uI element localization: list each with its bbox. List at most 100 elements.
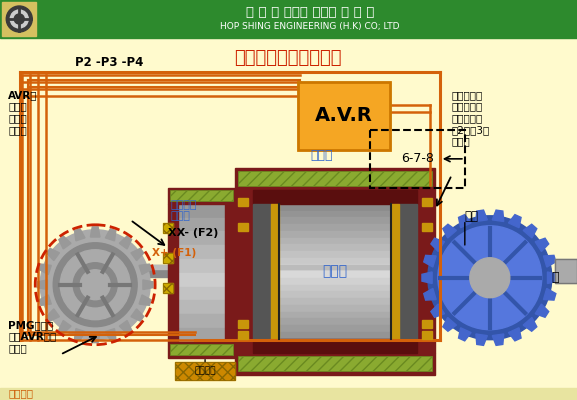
Bar	[163, 223, 173, 233]
Bar	[422, 223, 432, 231]
Bar	[253, 190, 417, 204]
Polygon shape	[106, 229, 116, 241]
Bar	[168, 204, 178, 342]
Polygon shape	[39, 264, 51, 274]
Bar	[0, 388, 577, 400]
Bar	[253, 210, 417, 218]
Bar	[253, 285, 417, 292]
Text: 轴承: 轴承	[465, 210, 479, 223]
Bar	[253, 244, 417, 252]
Bar	[178, 231, 225, 246]
Polygon shape	[59, 236, 71, 249]
Polygon shape	[131, 248, 144, 260]
Polygon shape	[459, 215, 471, 228]
Polygon shape	[459, 328, 471, 341]
Polygon shape	[508, 215, 521, 228]
Bar	[399, 204, 417, 339]
Bar	[178, 286, 225, 301]
Polygon shape	[523, 318, 537, 331]
Bar	[0, 0, 577, 38]
Polygon shape	[523, 224, 537, 238]
Bar	[163, 283, 173, 293]
Text: XX- (F2): XX- (F2)	[168, 228, 219, 238]
Bar	[175, 362, 235, 380]
Bar	[253, 217, 417, 225]
Bar	[422, 198, 432, 206]
Polygon shape	[535, 238, 549, 252]
Bar	[235, 168, 435, 190]
Bar	[253, 264, 417, 272]
Polygon shape	[492, 210, 504, 222]
Text: 主定子: 主定子	[310, 149, 332, 162]
Bar	[253, 231, 417, 238]
Polygon shape	[38, 280, 47, 290]
Polygon shape	[139, 264, 151, 274]
Bar	[238, 320, 248, 328]
Text: X+ (F1): X+ (F1)	[152, 248, 196, 258]
Bar	[253, 238, 417, 245]
Polygon shape	[143, 280, 153, 290]
Text: 主转子: 主转子	[323, 264, 347, 278]
Polygon shape	[139, 295, 151, 305]
Bar	[370, 130, 465, 188]
Bar	[253, 292, 417, 299]
Bar	[253, 258, 417, 266]
Polygon shape	[476, 334, 488, 345]
Polygon shape	[443, 318, 456, 331]
Circle shape	[6, 6, 32, 32]
Text: 6-7-8: 6-7-8	[401, 152, 434, 165]
Polygon shape	[91, 227, 100, 237]
Polygon shape	[106, 329, 116, 341]
Circle shape	[14, 14, 24, 24]
Bar	[238, 198, 248, 206]
Bar	[298, 82, 390, 150]
Bar	[178, 300, 225, 315]
Bar	[253, 318, 417, 326]
Polygon shape	[544, 255, 556, 267]
Bar	[253, 339, 417, 353]
Circle shape	[80, 270, 110, 300]
Bar	[554, 259, 577, 283]
Bar	[253, 312, 417, 320]
Bar	[225, 204, 235, 342]
Bar	[178, 259, 225, 274]
Bar	[170, 190, 233, 201]
Bar	[170, 344, 233, 355]
Polygon shape	[47, 248, 59, 260]
Polygon shape	[431, 238, 444, 252]
Bar	[253, 224, 417, 232]
Bar	[168, 188, 235, 204]
Bar	[238, 223, 248, 231]
Text: 内部培训: 内部培训	[8, 389, 33, 399]
Bar	[178, 273, 225, 288]
Polygon shape	[424, 255, 436, 267]
Bar	[253, 305, 417, 313]
Bar	[178, 245, 225, 260]
Bar	[2, 2, 36, 36]
Bar	[391, 204, 399, 339]
Bar	[253, 271, 417, 279]
Bar	[163, 253, 173, 263]
Circle shape	[40, 230, 150, 340]
Bar	[422, 331, 432, 339]
Circle shape	[60, 250, 130, 320]
Polygon shape	[544, 288, 556, 300]
Circle shape	[470, 258, 510, 298]
Polygon shape	[422, 272, 432, 284]
Polygon shape	[424, 288, 436, 300]
Text: A.V.R: A.V.R	[315, 106, 373, 125]
Bar	[238, 356, 432, 371]
Text: 从主定子来
的交流电源
和传感信号
（2相或3相
感应）: 从主定子来 的交流电源 和传感信号 （2相或3相 感应）	[452, 90, 490, 146]
Bar	[50, 265, 539, 269]
Bar	[298, 82, 390, 150]
Bar	[253, 332, 417, 340]
Bar	[178, 204, 225, 342]
Polygon shape	[535, 304, 549, 317]
Circle shape	[73, 263, 117, 307]
Bar	[238, 171, 432, 186]
Polygon shape	[131, 309, 144, 321]
Bar	[178, 314, 225, 329]
Polygon shape	[47, 309, 59, 321]
Text: 整流模块: 整流模块	[194, 366, 216, 375]
Text: P2 -P3 -P4: P2 -P3 -P4	[75, 56, 144, 69]
